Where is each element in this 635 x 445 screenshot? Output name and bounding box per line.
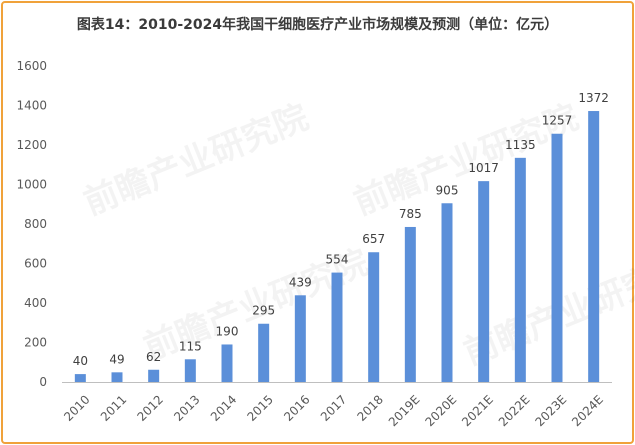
y-tick-label: 400 — [24, 296, 47, 310]
y-tick-label: 1000 — [16, 178, 47, 192]
x-tick-label: 2016 — [281, 392, 312, 423]
x-tick-label: 2013 — [171, 392, 202, 423]
data-label: 905 — [436, 183, 459, 197]
x-tick-label: 2024E — [569, 392, 606, 429]
data-label: 49 — [109, 352, 124, 366]
bar — [441, 203, 453, 382]
data-label: 785 — [399, 207, 422, 221]
bar — [588, 111, 600, 382]
bar — [294, 295, 306, 382]
x-tick-label: 2010 — [61, 392, 92, 423]
x-tick-label: 2011 — [98, 392, 129, 423]
data-label: 554 — [326, 253, 349, 267]
x-tick-label: 2020E — [422, 392, 459, 429]
bar — [478, 181, 490, 382]
y-tick-label: 600 — [24, 257, 47, 271]
x-tick-label: 2014 — [208, 392, 239, 423]
y-tick-label: 1200 — [16, 138, 47, 152]
data-label: 1372 — [578, 91, 609, 105]
data-label: 657 — [362, 232, 385, 246]
data-label: 1257 — [542, 114, 573, 128]
data-label: 40 — [73, 354, 88, 368]
bar — [258, 323, 270, 382]
x-tick-label: 2021E — [459, 392, 496, 429]
bar — [221, 344, 233, 382]
y-tick-label: 1600 — [16, 59, 47, 73]
data-label: 115 — [179, 339, 202, 353]
y-tick-label: 0 — [39, 375, 47, 389]
bar — [331, 272, 343, 382]
y-tick-label: 1400 — [16, 99, 47, 113]
watermark-text: 前瞻产业研究院 — [78, 97, 314, 223]
bar — [404, 226, 416, 382]
x-tick-label: 2012 — [135, 392, 166, 423]
bar — [184, 359, 196, 382]
bar — [551, 133, 563, 382]
y-tick-label: 200 — [24, 336, 47, 350]
x-tick-label: 2022E — [496, 392, 533, 429]
data-label: 62 — [146, 350, 161, 364]
bar — [514, 157, 526, 382]
x-tick-label: 2023E — [532, 392, 569, 429]
data-label: 190 — [216, 324, 239, 338]
x-tick-label: 2018 — [355, 392, 386, 423]
data-label: 295 — [252, 304, 275, 318]
data-label: 439 — [289, 275, 312, 289]
x-tick-label: 2017 — [318, 392, 349, 423]
bar — [111, 372, 123, 382]
y-tick-label: 800 — [24, 217, 47, 231]
data-label: 1135 — [505, 138, 536, 152]
bar — [368, 252, 380, 382]
x-tick-label: 2019E — [386, 392, 423, 429]
bar — [74, 374, 86, 382]
x-tick-label: 2015 — [245, 392, 276, 423]
data-label: 1017 — [468, 161, 499, 175]
bar — [148, 369, 160, 382]
chart-title: 图表14：2010-2024年我国干细胞医疗产业市场规模及预测（单位：亿元） — [76, 17, 559, 33]
